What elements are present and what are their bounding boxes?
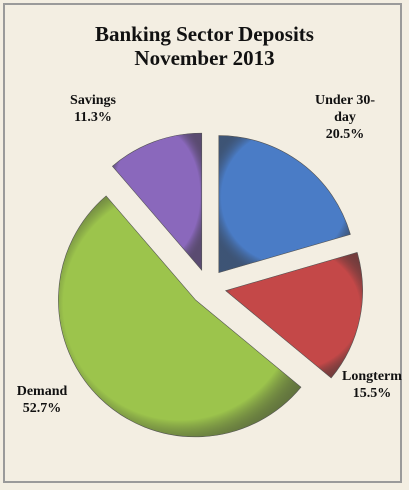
pie-slice xyxy=(58,195,302,438)
slice-label: Savings 11.3% xyxy=(48,92,138,126)
chart-title: Banking Sector Deposits xyxy=(95,22,314,46)
slice-label: Under 30-day 20.5% xyxy=(300,92,390,143)
slice-value-label: 20.5% xyxy=(325,127,365,142)
pie-slice xyxy=(112,132,203,271)
pie-slice xyxy=(224,252,363,379)
slice-label: Longterm 15.5% xyxy=(327,368,409,402)
slice-label: Demand 52.7% xyxy=(0,383,87,417)
slice-category: Longterm xyxy=(342,369,402,384)
slice-value-label: 15.5% xyxy=(352,386,392,401)
pie-slice xyxy=(218,135,351,274)
slice-category: Savings xyxy=(70,93,116,108)
chart-subtitle: November 2013 xyxy=(134,46,275,70)
slice-category: Demand xyxy=(16,384,68,399)
slice-value-label: 52.7% xyxy=(22,401,62,416)
slice-value-label: 11.3% xyxy=(74,110,112,125)
chart-frame xyxy=(3,3,402,483)
slice-category: Under 30-day xyxy=(314,93,376,125)
